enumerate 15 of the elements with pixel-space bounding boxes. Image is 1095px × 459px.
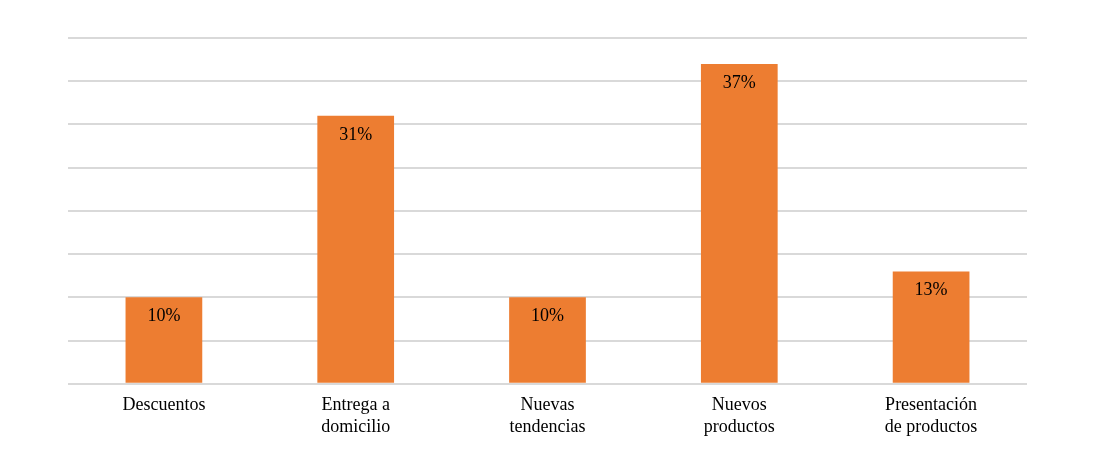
data-label: 37% (722, 71, 756, 92)
bar (892, 271, 970, 383)
bar (509, 297, 586, 383)
bar (317, 115, 395, 383)
x-tick-label: Nuevas tendencias (509, 394, 586, 436)
x-tick-label: Entrega a domicilio (321, 394, 391, 436)
x-tick-label: Descuentos (122, 394, 206, 415)
data-label: 10% (147, 305, 181, 326)
bar (125, 297, 203, 383)
x-tick-label: Presentación de productos (884, 394, 978, 436)
data-label: 13% (914, 279, 948, 300)
bar (700, 63, 778, 383)
data-label: 31% (339, 123, 373, 144)
x-tick-label: Nuevos productos (703, 394, 775, 436)
data-label: 10% (531, 305, 564, 326)
